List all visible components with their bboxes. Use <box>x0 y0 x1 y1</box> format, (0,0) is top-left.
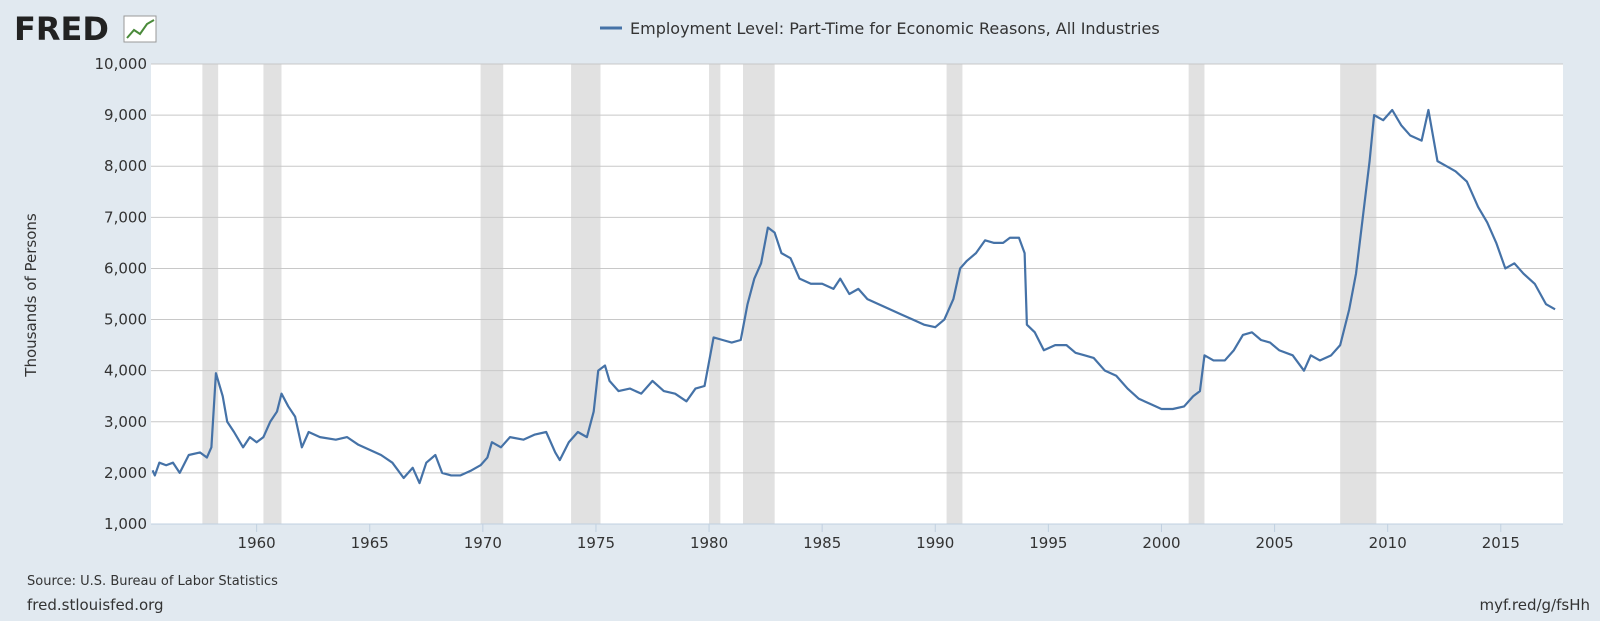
y-axis-label: Thousands of Persons <box>22 213 40 378</box>
x-tick-label: 1965 <box>351 534 389 552</box>
recession-band <box>1340 64 1377 524</box>
y-tick-label: 7,000 <box>104 208 147 226</box>
y-tick-label: 9,000 <box>104 106 147 124</box>
x-tick-label: 1985 <box>803 534 841 552</box>
footer-right: myf.red/g/fsHh <box>1479 596 1590 614</box>
x-tick-label: 2010 <box>1369 534 1407 552</box>
x-tick-label: 1990 <box>916 534 954 552</box>
logo: FRED <box>14 10 109 48</box>
footer-left: fred.stlouisfed.org <box>27 596 164 614</box>
x-tick-label: 2005 <box>1255 534 1293 552</box>
logo-icon <box>123 15 157 43</box>
y-tick-label: 2,000 <box>104 464 147 482</box>
y-tick-label: 10,000 <box>95 55 148 73</box>
recession-band <box>571 64 601 524</box>
chart-title: Employment Level: Part-Time for Economic… <box>630 19 1160 38</box>
y-tick-label: 5,000 <box>104 311 147 329</box>
y-tick-label: 1,000 <box>104 515 147 533</box>
x-tick-label: 1970 <box>464 534 502 552</box>
y-tick-label: 3,000 <box>104 413 147 431</box>
y-tick-label: 6,000 <box>104 259 147 277</box>
recession-band <box>480 64 504 524</box>
plot-area <box>151 64 1563 524</box>
x-tick-label: 2015 <box>1482 534 1520 552</box>
x-tick-label: 1975 <box>577 534 615 552</box>
recession-band <box>742 64 775 524</box>
source: Source: U.S. Bureau of Labor Statistics <box>27 574 278 589</box>
y-tick-label: 4,000 <box>104 362 147 380</box>
x-tick-label: 1960 <box>238 534 276 552</box>
recession-band <box>709 64 721 524</box>
x-tick-label: 2000 <box>1142 534 1180 552</box>
recession-band <box>263 64 282 524</box>
series-line <box>151 108 1556 485</box>
recession-band <box>1188 64 1205 524</box>
x-tick-label: 1995 <box>1029 534 1067 552</box>
y-tick-label: 8,000 <box>104 157 147 175</box>
x-tick-label: 1980 <box>690 534 728 552</box>
